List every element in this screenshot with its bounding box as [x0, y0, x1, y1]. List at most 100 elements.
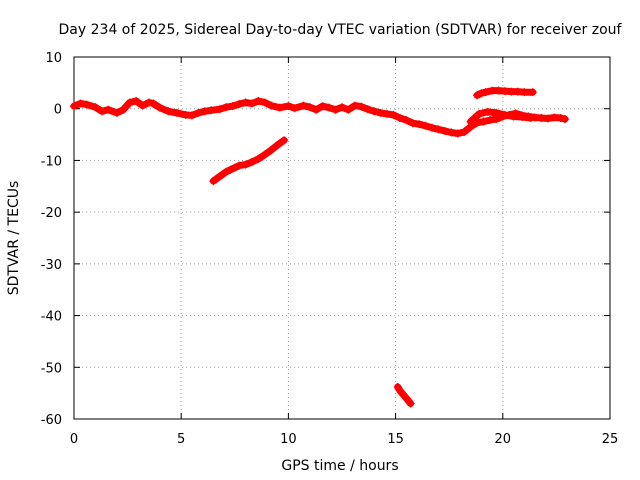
data-point: [138, 101, 147, 110]
data-point: [560, 115, 569, 124]
data-point: [284, 102, 293, 111]
data-point: [235, 100, 244, 109]
y-tick-label: -60: [41, 413, 62, 428]
x-tick-label: 20: [495, 432, 512, 447]
data-point: [209, 177, 218, 186]
data-point: [149, 99, 158, 108]
data-point: [241, 160, 250, 169]
data-point: [492, 108, 501, 117]
data-point: [543, 114, 552, 123]
data-point: [344, 105, 353, 114]
data-point: [318, 102, 327, 111]
data-point: [406, 399, 415, 408]
data-point: [376, 108, 385, 117]
data-point: [222, 103, 231, 112]
data-point: [481, 88, 490, 97]
data-point: [363, 105, 372, 114]
x-tick-label: 5: [177, 432, 185, 447]
series-main: [70, 96, 569, 138]
series-upper-branch: [466, 107, 535, 126]
data-point: [526, 114, 535, 123]
y-tick-label: -10: [41, 154, 62, 169]
y-tick-labels: 10 0 -10 -20 -30 -40 -50 -60: [41, 51, 62, 428]
x-axis-label: GPS time / hours: [281, 458, 398, 474]
data-point: [132, 96, 141, 105]
data-point: [509, 112, 518, 121]
data-point: [125, 98, 134, 107]
grid-lines: [74, 57, 610, 419]
data-point: [164, 107, 173, 116]
x-tick-label: 10: [280, 432, 297, 447]
y-axis-label: SDTVAR / TECUs: [6, 181, 22, 296]
data-point: [155, 103, 164, 112]
data-point: [217, 170, 226, 179]
data-point: [485, 116, 494, 125]
data-point: [500, 110, 509, 119]
data-point: [247, 157, 256, 166]
plot-frame: [73, 56, 611, 420]
series-outlier: [393, 382, 415, 408]
data-point: [556, 114, 565, 123]
data-point: [479, 117, 488, 126]
data-point: [475, 109, 484, 118]
data-point: [415, 120, 424, 129]
data-point: [194, 108, 203, 117]
data-point: [222, 167, 231, 176]
data-point: [280, 136, 289, 145]
data-point: [228, 102, 237, 111]
data-point: [241, 98, 250, 107]
data-point: [172, 108, 181, 117]
data-point: [112, 108, 121, 117]
data-point: [383, 109, 392, 118]
y-tick-label: 10: [45, 51, 62, 66]
data-point: [518, 112, 527, 121]
data-point: [119, 105, 128, 114]
data-point: [273, 140, 282, 149]
data-point: [104, 105, 113, 114]
x-tick-label: 25: [602, 432, 619, 447]
data-point: [254, 154, 263, 163]
data-point: [97, 107, 106, 116]
x-tick-label: 15: [387, 432, 404, 447]
data-point: [338, 103, 346, 112]
data-point: [528, 88, 537, 97]
y-tick-label: -20: [41, 206, 62, 221]
data-point: [453, 129, 462, 138]
data-point: [70, 102, 78, 111]
data-point: [305, 103, 314, 112]
data-point: [331, 105, 340, 114]
data-point: [395, 114, 404, 123]
data-point: [473, 91, 482, 100]
y-tick-label: -50: [41, 361, 62, 376]
data-point: [447, 128, 456, 137]
data-point: [357, 102, 366, 111]
data-point: [350, 101, 359, 110]
data-point: [200, 107, 209, 116]
data-point: [213, 174, 222, 183]
y-tick-label: 0: [54, 103, 62, 118]
data-point: [215, 105, 224, 114]
data-point: [370, 107, 379, 116]
data-point: [82, 100, 91, 109]
data-point: [226, 165, 235, 174]
chart-title: Day 234 of 2025, Sidereal Day-to-day VTE…: [59, 22, 623, 38]
data-point: [260, 98, 269, 107]
data-point: [520, 88, 529, 97]
data-point: [312, 105, 321, 114]
data-point: [440, 126, 449, 135]
data-point: [91, 103, 100, 112]
data-point: [408, 119, 417, 128]
x-tick-labels: 0 5 10 15 20 25: [70, 432, 618, 447]
data-point: [267, 101, 276, 110]
series-lower-arc: [209, 136, 289, 186]
data-point: [421, 121, 430, 130]
data-point: [230, 163, 239, 172]
data-point: [290, 104, 299, 113]
y-tick-label: -30: [41, 258, 62, 273]
data-point: [389, 110, 398, 119]
data-point: [267, 146, 276, 155]
data-point: [466, 117, 475, 126]
x-tick-label: 0: [70, 432, 78, 447]
series-upper-arc: [473, 86, 537, 100]
